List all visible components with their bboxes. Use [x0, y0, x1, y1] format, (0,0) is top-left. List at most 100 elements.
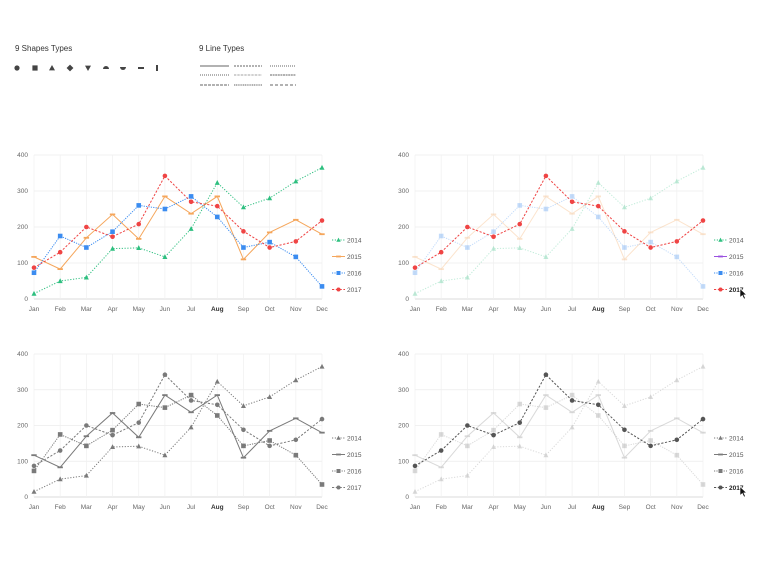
series-2014: [412, 363, 706, 494]
x-tick-label: Dec: [697, 306, 709, 313]
mouse-cursor-icon: [739, 485, 748, 498]
data-point: [438, 448, 444, 453]
legend-label: 2014: [347, 435, 362, 442]
data-point: [31, 454, 37, 457]
chart-panel-3: 0 100 200 300 400 Jan Feb Mar Apr May Jun Jul Aug Sep…: [17, 351, 362, 511]
data-point: [83, 435, 90, 438]
data-point: [214, 195, 220, 198]
data-point: [438, 278, 444, 284]
data-point: [31, 270, 37, 276]
data-point: [595, 413, 601, 418]
data-point: [336, 469, 341, 473]
data-point: [136, 443, 142, 449]
data-point: [700, 218, 706, 223]
data-point: [84, 245, 89, 250]
legend-item-2017: 2017: [332, 485, 362, 492]
data-point: [438, 249, 444, 255]
data-point: [336, 485, 341, 490]
data-point: [241, 229, 246, 234]
data-point: [543, 173, 549, 179]
series-2016: [412, 194, 706, 289]
x-tick-label: Oct: [646, 504, 656, 511]
data-point: [718, 287, 723, 292]
data-point: [136, 436, 142, 439]
data-point: [136, 245, 142, 250]
data-point: [718, 255, 723, 258]
data-point: [674, 417, 680, 420]
data-point: [674, 377, 680, 383]
diamond-icon: [66, 64, 74, 72]
x-tick-label: Mar: [81, 306, 93, 313]
legend-label: 2017: [347, 485, 362, 492]
data-point: [162, 372, 168, 378]
x-tick-label: Apr: [107, 504, 118, 511]
x-tick-label: Aug: [211, 504, 224, 511]
data-point: [84, 423, 89, 428]
series-line-2014: [33, 167, 323, 295]
data-point: [438, 432, 444, 437]
x-tick-label: Aug: [592, 504, 605, 511]
x-tick-label: Dec: [316, 306, 328, 313]
data-point: [57, 432, 63, 437]
data-point: [84, 443, 89, 449]
data-point: [162, 405, 168, 410]
data-point: [543, 195, 549, 198]
series-2015: [31, 394, 325, 469]
data-point: [136, 420, 142, 425]
data-point: [336, 237, 341, 242]
legend-item-2015: 2015: [332, 452, 362, 459]
data-point: [674, 452, 680, 458]
data-point: [293, 239, 299, 244]
data-point: [109, 213, 116, 216]
data-point: [517, 245, 523, 250]
data-point: [188, 226, 194, 231]
data-point: [569, 411, 575, 414]
data-point: [162, 195, 168, 198]
data-point: [517, 401, 523, 407]
legend-item-2016: 2016: [714, 270, 744, 277]
data-point: [57, 268, 63, 271]
data-point: [490, 412, 497, 414]
y-tick-label: 400: [398, 351, 409, 358]
x-tick-label: May: [133, 306, 146, 313]
data-point: [622, 245, 627, 250]
data-point: [267, 245, 272, 250]
square-icon: [32, 65, 38, 71]
x-tick-label: Oct: [265, 504, 275, 511]
series-2017: [412, 173, 706, 270]
x-tick-label: Feb: [55, 504, 67, 511]
data-point: [241, 245, 246, 250]
data-point: [31, 265, 37, 270]
data-point: [412, 265, 418, 270]
data-point: [648, 245, 653, 250]
data-point: [595, 195, 601, 198]
data-point: [31, 463, 37, 469]
half-circle-up-icon: [103, 66, 109, 69]
shapes-header-title: 9 Shapes Types: [15, 44, 73, 53]
x-tick-label: Sep: [619, 306, 631, 313]
data-point: [31, 488, 37, 494]
data-point: [83, 472, 89, 478]
y-tick-label: 0: [405, 494, 409, 501]
mouse-cursor-icon: [739, 287, 748, 300]
chart-panel-4: 0 100 200 300 400 Jan Feb Mar Apr May Jun Jul Aug Sep…: [398, 351, 748, 511]
data-point: [622, 427, 627, 433]
data-point: [319, 416, 325, 422]
x-tick-label: May: [514, 306, 527, 313]
data-point: [240, 456, 247, 459]
legend-label: 2015: [729, 452, 744, 459]
data-point: [517, 443, 523, 449]
y-tick-label: 200: [17, 423, 28, 430]
data-point: [267, 394, 273, 399]
data-point: [136, 401, 142, 407]
data-point: [162, 254, 168, 259]
data-point: [438, 268, 444, 271]
chart-panel-1: 0 100 200 300 400 Jan Feb Mar Apr May Jun Jul Aug Sep…: [17, 152, 362, 313]
data-point: [621, 204, 627, 210]
data-point: [188, 411, 194, 414]
data-point: [412, 270, 418, 276]
y-tick-label: 100: [398, 458, 409, 465]
data-point: [293, 178, 299, 184]
data-point: [267, 195, 273, 201]
data-point: [57, 233, 63, 239]
